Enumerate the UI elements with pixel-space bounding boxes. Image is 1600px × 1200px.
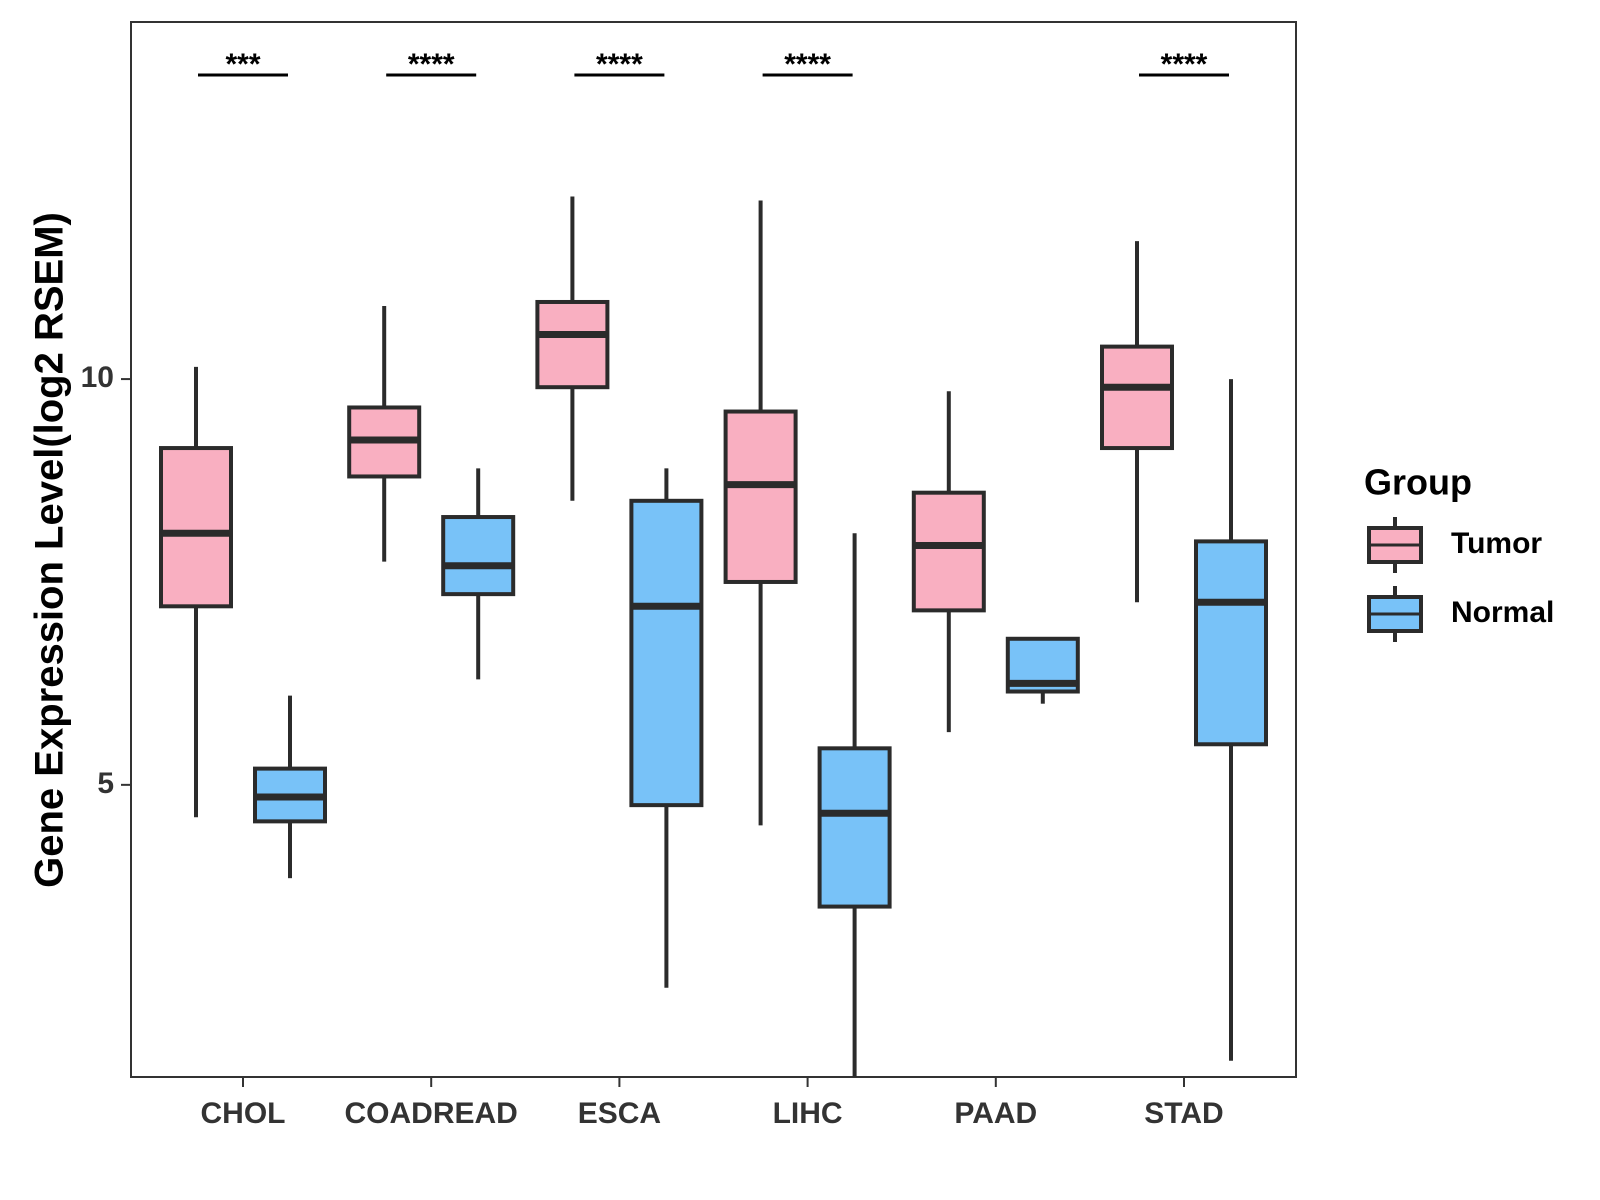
box-tumor-paad: [911, 490, 986, 613]
sig-label-lihc: ****: [784, 48, 831, 81]
y-tick-label-5: 5: [97, 767, 114, 800]
box-normal-coadread: [441, 515, 516, 597]
sig-label-esca: ****: [596, 48, 643, 81]
box-tumor-chol: [159, 446, 233, 609]
box-tumor-lihc: [723, 409, 798, 584]
significance-annotations: *** **** **** **** ****: [198, 48, 1229, 81]
box-normal-stad: [1194, 539, 1268, 747]
x-axis: CHOL COADREAD ESCA LIHC PAAD STAD: [201, 1077, 1224, 1130]
sig-label-stad: ****: [1161, 48, 1208, 81]
x-tick-label-chol: CHOL: [201, 1097, 286, 1130]
x-tick-label-esca: ESCA: [578, 1097, 661, 1130]
sig-label-coadread: ****: [408, 48, 455, 81]
x-tick-label-lihc: LIHC: [773, 1097, 843, 1130]
box-normal-lihc: [817, 746, 892, 909]
chart-marks: [159, 196, 1268, 1077]
sig-label-chol: ***: [225, 48, 260, 81]
y-tick-label-10: 10: [81, 361, 114, 394]
legend-title: Group: [1364, 462, 1472, 503]
x-tick-label-paad: PAAD: [954, 1097, 1037, 1130]
legend-label-tumor: Tumor: [1451, 527, 1542, 560]
x-tick-label-stad: STAD: [1144, 1097, 1223, 1130]
y-axis: 5 10: [81, 361, 131, 800]
y-axis-title: Gene Expression Level(log2 RSEM): [28, 212, 72, 888]
legend: Group Tumor Normal: [1364, 462, 1554, 642]
legend-label-normal: Normal: [1451, 596, 1554, 629]
box-normal-esca: [629, 498, 704, 808]
plot-panel-border: [130, 21, 1297, 1078]
box-tumor-stad: [1100, 344, 1174, 451]
x-tick-label-coadread: COADREAD: [345, 1097, 518, 1130]
box-tumor-esca: [535, 299, 610, 390]
